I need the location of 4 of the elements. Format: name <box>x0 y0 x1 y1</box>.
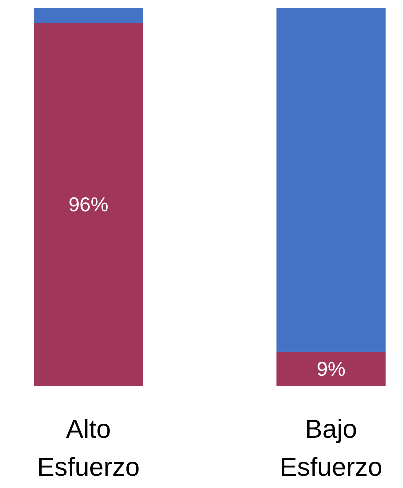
data-label: 96% <box>68 194 109 217</box>
x-tick-label: Bajo Esfuerzo <box>280 414 383 482</box>
data-label: 9% <box>316 358 346 381</box>
x-tick-label: Alto Esfuerzo <box>37 414 140 482</box>
